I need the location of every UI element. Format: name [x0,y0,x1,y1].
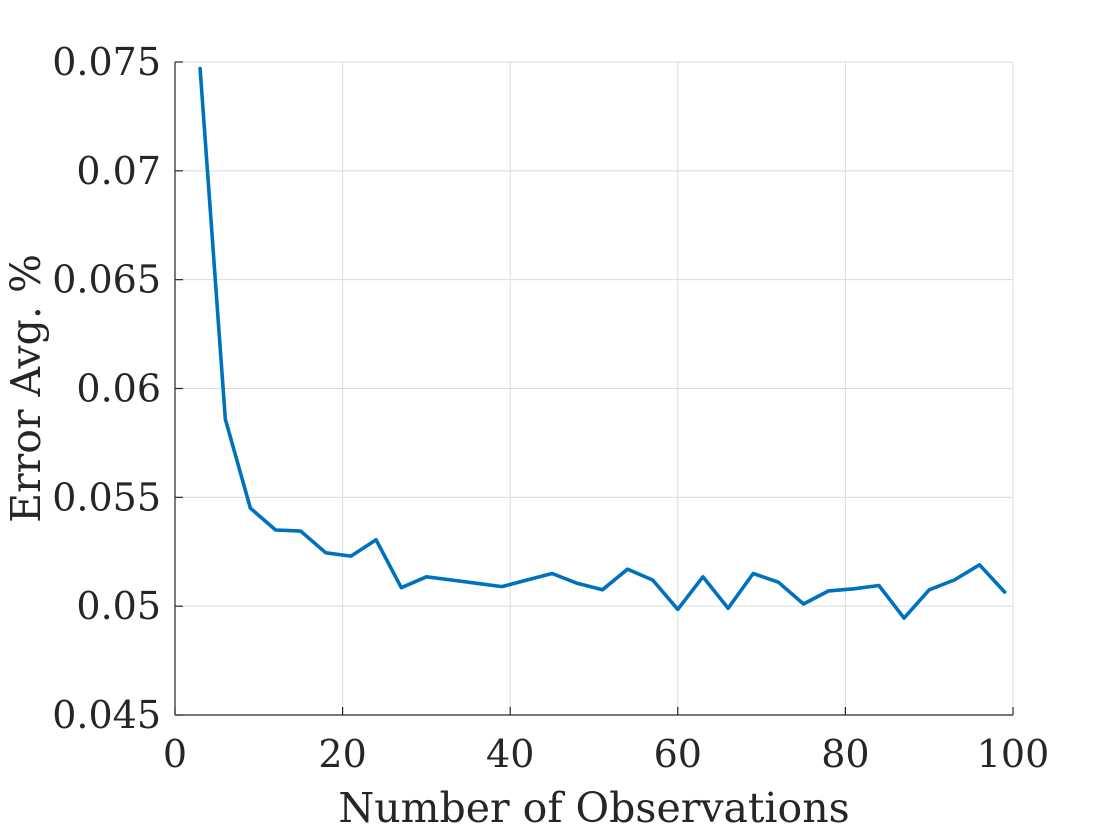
x-tick-label: 40 [486,732,534,776]
series-line [198,66,1007,620]
x-tick-label: 80 [821,732,869,776]
y-tick-label: 0.075 [52,40,161,84]
plot-area [198,66,1007,620]
y-tick-label: 0.07 [76,149,161,193]
tick-marks [174,61,1014,716]
y-tick-label: 0.06 [76,367,161,411]
x-axis-title: Number of Observations [338,784,849,832]
y-axis-title: Error Avg. % [2,254,50,523]
x-tick-label: 0 [163,732,187,776]
x-tick-label: 100 [977,732,1050,776]
x-tick-label: 20 [318,732,366,776]
y-tick-labels: 0.045 0.05 0.055 0.06 0.065 0.07 0.075 [52,40,161,737]
y-tick-label: 0.05 [76,584,161,628]
x-tick-labels: 0 20 40 60 80 100 [163,732,1049,776]
y-tick-label: 0.065 [52,258,161,302]
y-tick-label: 0.055 [52,475,161,519]
y-tick-label: 0.045 [52,693,161,737]
x-tick-label: 60 [654,732,702,776]
